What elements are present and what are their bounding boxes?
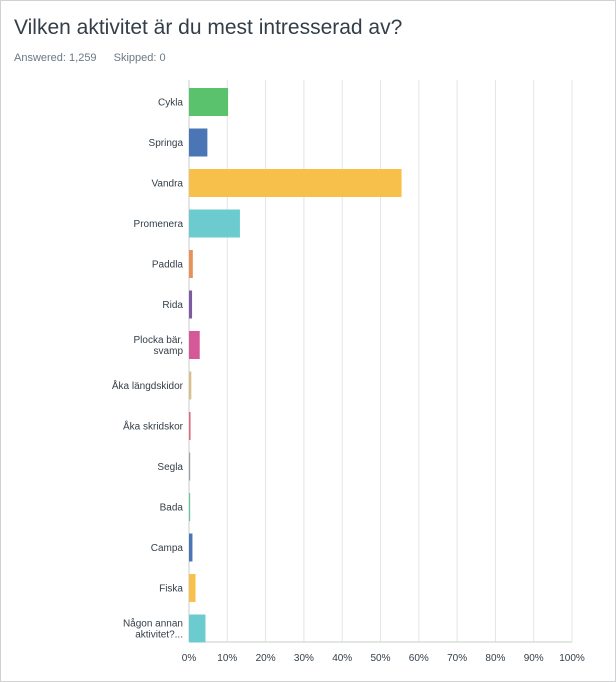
category-label: Promenera: [134, 219, 184, 230]
response-stats: Answered: 1,259 Skipped: 0: [14, 52, 180, 64]
category-label: Åka skridskor: [123, 420, 184, 433]
x-tick-label: 80%: [485, 653, 505, 664]
bar[interactable]: [189, 412, 191, 440]
x-tick-label: 40%: [332, 653, 352, 664]
question-title: Vilken aktivitet är du mest intresserad …: [14, 16, 403, 39]
x-tick-label: 50%: [370, 653, 390, 664]
x-axis-ticks: 0% 10% 20% 30% 40% 50% 60% 70% 80% 90% 100%: [182, 653, 585, 664]
bar[interactable]: [189, 614, 206, 643]
category-label: Vandra: [151, 179, 183, 190]
bar[interactable]: [189, 209, 240, 238]
bar[interactable]: [189, 371, 192, 400]
bar[interactable]: [189, 128, 208, 157]
category-label: Campa: [151, 543, 184, 554]
bar[interactable]: [189, 88, 229, 116]
bar[interactable]: [189, 331, 200, 359]
x-tick-label: 60%: [409, 653, 429, 664]
bar[interactable]: [189, 250, 193, 278]
category-label: Paddla: [152, 260, 184, 271]
x-tick-label: 100%: [559, 653, 585, 664]
x-tick-label: 90%: [524, 653, 544, 664]
category-label: Springa: [149, 138, 184, 149]
bar[interactable]: [189, 290, 193, 319]
answered-count: Answered: 1,259: [14, 52, 97, 64]
category-label: Segla: [157, 462, 183, 473]
category-label: Någon annan aktivitet?...: [123, 618, 183, 641]
skipped-count: Skipped: 0: [113, 52, 166, 64]
bar-layer: [189, 88, 402, 643]
bar[interactable]: [189, 169, 402, 197]
bar[interactable]: [189, 493, 191, 521]
bar[interactable]: [189, 533, 193, 562]
category-label: Bada: [160, 503, 184, 514]
category-label: Rida: [162, 300, 183, 311]
category-labels: Cykla Springa Vandra Promenera Paddla Rida Plo…: [112, 98, 184, 641]
x-tick-label: 70%: [447, 653, 467, 664]
x-tick-label: 10%: [217, 653, 237, 664]
bar[interactable]: [189, 452, 191, 481]
x-tick-label: 30%: [294, 653, 314, 664]
bar[interactable]: [189, 574, 196, 602]
x-tick-label: 20%: [256, 653, 276, 664]
category-label: Åka längdskidor: [112, 379, 184, 392]
grid-layer: [188, 80, 573, 643]
x-tick-label: 0%: [182, 653, 197, 664]
bar-chart: Cykla Springa Vandra Promenera Paddla Rida Plo…: [112, 80, 585, 664]
category-label: Plocka bär, svamp: [134, 335, 184, 357]
category-label: Fiska: [159, 584, 183, 595]
category-label: Cykla: [158, 98, 183, 109]
